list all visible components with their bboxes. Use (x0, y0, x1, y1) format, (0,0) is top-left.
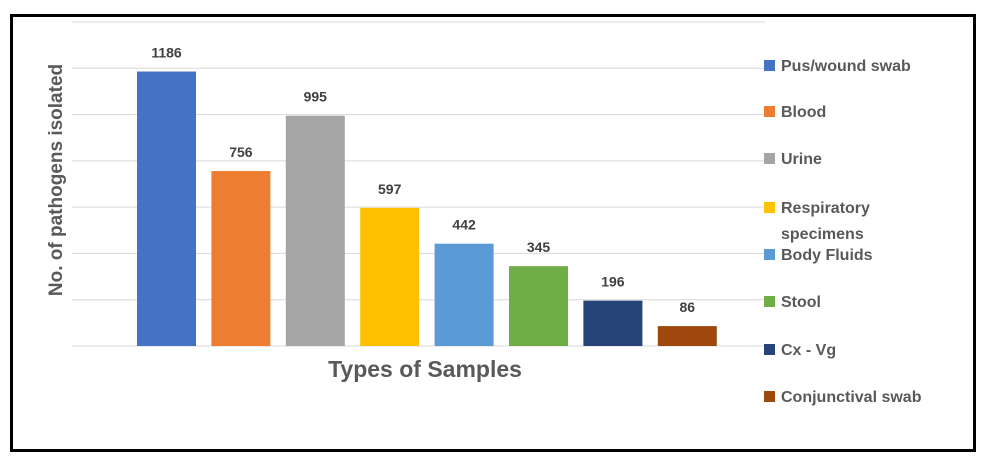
data-label: 1186 (151, 45, 182, 61)
legend-label: Pus/wound swab (781, 58, 911, 75)
legend-label: Stool (781, 294, 821, 311)
data-label: 995 (304, 89, 328, 105)
bar-cx-vg (583, 300, 643, 346)
legend-swatch (764, 249, 775, 260)
y-axis-title: No. of pathogens isolated (46, 64, 67, 296)
data-label: 756 (229, 144, 253, 160)
data-label: 442 (452, 217, 476, 233)
legend-label: Conjunctival swab (781, 389, 922, 406)
bar-respiratory-specimens (360, 207, 420, 346)
bar-stool (509, 266, 568, 346)
legend-swatch (764, 106, 775, 117)
legend-swatch (764, 60, 775, 71)
legend-swatch (764, 296, 775, 307)
data-label: 345 (527, 239, 551, 255)
legend-label: Urine (781, 151, 822, 168)
legend-swatch (764, 202, 775, 213)
legend-swatch (764, 153, 775, 164)
legend-swatch (764, 391, 775, 402)
legend-label: Cx - Vg (781, 342, 836, 359)
legend-label: specimens (781, 226, 864, 243)
bar-body-fluids (434, 243, 494, 346)
bar-conjunctival-swab (657, 326, 717, 346)
data-label: 196 (601, 274, 625, 290)
chart-frame (10, 14, 976, 452)
bar-blood (211, 171, 271, 346)
data-label: 86 (680, 299, 696, 315)
bar-urine (285, 115, 345, 346)
legend-swatch (764, 344, 775, 355)
legend-label: Blood (781, 104, 826, 121)
legend-label: Respiratory (781, 200, 870, 217)
data-label: 597 (378, 181, 402, 197)
bar-pus-wound-swab (137, 71, 196, 347)
x-axis-title: Types of Samples (328, 356, 522, 382)
legend-label: Body Fluids (781, 247, 873, 264)
